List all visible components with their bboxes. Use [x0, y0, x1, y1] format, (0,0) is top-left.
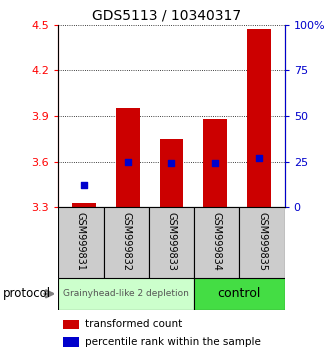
- Bar: [194, 207, 239, 278]
- Bar: [194, 278, 285, 310]
- Text: GSM999835: GSM999835: [257, 212, 267, 271]
- Text: GDS5113 / 10340317: GDS5113 / 10340317: [92, 9, 241, 23]
- Bar: [104, 207, 149, 278]
- Point: [169, 160, 174, 166]
- Bar: [203, 119, 227, 207]
- Bar: [160, 139, 183, 207]
- Bar: [149, 207, 194, 278]
- Bar: [58, 278, 194, 310]
- Text: control: control: [218, 287, 261, 300]
- Bar: [247, 29, 270, 207]
- Point: [125, 159, 131, 164]
- Text: GSM999834: GSM999834: [212, 212, 222, 271]
- Bar: [239, 207, 285, 278]
- Bar: [63, 320, 79, 329]
- Bar: [58, 207, 104, 278]
- Text: GSM999832: GSM999832: [121, 212, 131, 271]
- Bar: [116, 108, 140, 207]
- Text: Grainyhead-like 2 depletion: Grainyhead-like 2 depletion: [63, 289, 189, 298]
- Text: percentile rank within the sample: percentile rank within the sample: [86, 337, 261, 347]
- Text: GSM999833: GSM999833: [166, 212, 176, 271]
- Bar: [72, 202, 96, 207]
- Text: protocol: protocol: [3, 287, 52, 300]
- Point: [256, 155, 261, 161]
- Text: transformed count: transformed count: [86, 319, 183, 329]
- Text: GSM999831: GSM999831: [76, 212, 86, 271]
- Point: [82, 182, 87, 188]
- Bar: [63, 337, 79, 347]
- Point: [212, 160, 218, 166]
